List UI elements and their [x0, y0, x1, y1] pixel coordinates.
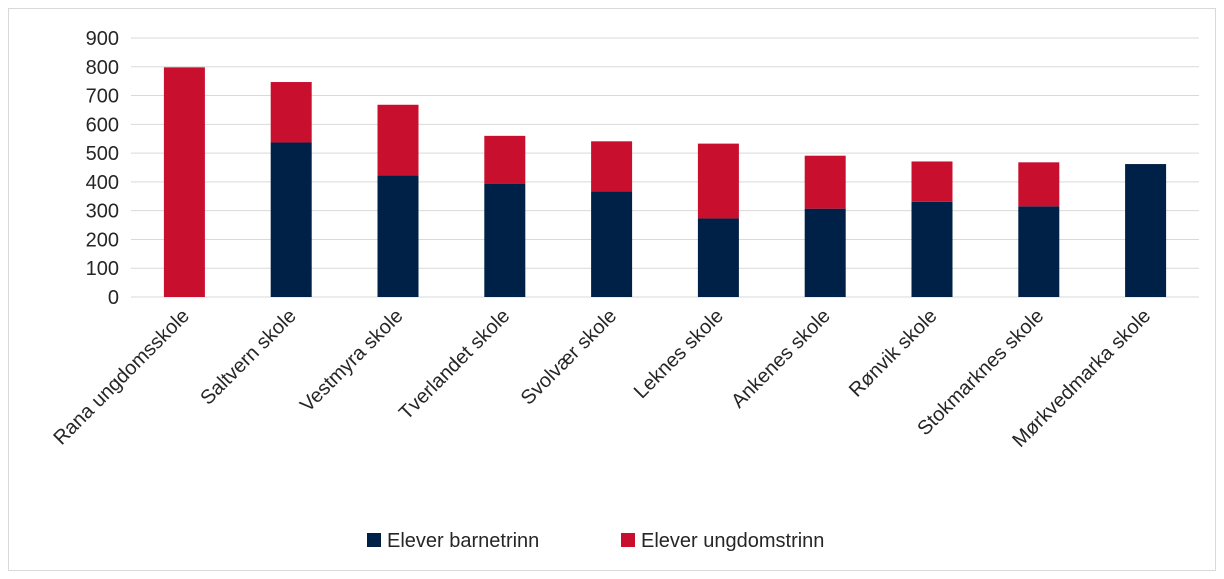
y-tick-label: 600 — [86, 114, 119, 136]
bars — [163, 67, 1167, 297]
bar-ungdomstrinn — [911, 161, 953, 202]
bar-barnetrinn — [484, 183, 526, 297]
bar-barnetrinn — [377, 175, 419, 297]
x-axis-category-labels: Rana ungdomsskole Saltvern skoleVestmyra … — [49, 305, 1155, 452]
y-tick-label: 400 — [86, 172, 119, 194]
y-axis-tick-labels: 0 100 200 300 400 500 600 700 800 900 — [86, 28, 119, 309]
x-category-label: Tverlandet skole — [395, 305, 514, 424]
bar-barnetrinn — [591, 191, 633, 297]
legend: Elever barnetrinn Elever ungdomstrinn — [367, 530, 824, 552]
x-category-label: Ankenes skole — [727, 305, 835, 413]
bar-ungdomstrinn — [163, 67, 205, 297]
x-category-label: Leknes skole — [630, 305, 728, 403]
bar-ungdomstrinn — [697, 143, 739, 219]
y-tick-label: 200 — [86, 229, 119, 251]
y-tick-label: 100 — [86, 258, 119, 280]
bar-ungdomstrinn — [804, 155, 846, 209]
bar-barnetrinn — [1018, 206, 1060, 297]
bar-ungdomstrinn — [591, 141, 633, 192]
bar-barnetrinn — [804, 208, 846, 297]
legend-swatch-barnetrinn — [367, 533, 381, 547]
x-category-label: Vestmyra skole — [296, 305, 407, 416]
y-tick-label: 700 — [86, 86, 119, 108]
bar-ungdomstrinn — [1018, 162, 1060, 207]
bar-barnetrinn — [1125, 164, 1167, 297]
legend-label-ungdomstrinn: Elever ungdomstrinn — [641, 530, 824, 552]
bar-ungdomstrinn — [484, 135, 526, 184]
y-tick-label: 500 — [86, 143, 119, 165]
x-category-label: Rana ungdomsskole — [49, 305, 193, 449]
bar-ungdomstrinn — [270, 82, 312, 143]
x-category-label: Saltvern skole — [196, 305, 300, 409]
y-tick-label: 800 — [86, 57, 119, 79]
y-tick-label: 900 — [86, 28, 119, 50]
legend-swatch-ungdomstrinn — [621, 533, 635, 547]
bar-ungdomstrinn — [377, 104, 419, 176]
legend-label-barnetrinn: Elever barnetrinn — [387, 530, 539, 552]
x-category-label: Svolvær skole — [517, 305, 621, 409]
x-category-label: Rønvik skole — [845, 305, 942, 402]
bar-barnetrinn — [697, 218, 739, 297]
bar-barnetrinn — [270, 142, 312, 297]
y-tick-label: 0 — [108, 287, 119, 309]
y-tick-label: 300 — [86, 201, 119, 223]
stacked-bar-chart: 0 100 200 300 400 500 600 700 800 900 Rana ungdom… — [49, 28, 1199, 552]
bar-barnetrinn — [911, 201, 953, 297]
chart-area: 0 100 200 300 400 500 600 700 800 900 Rana ungdom… — [8, 8, 1216, 571]
